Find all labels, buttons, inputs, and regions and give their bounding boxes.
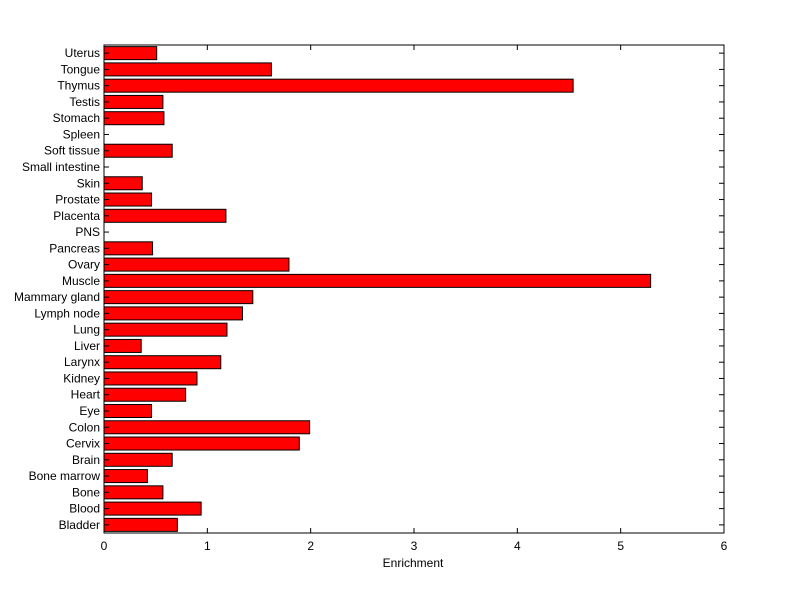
y-tick-label-eye: Eye bbox=[79, 404, 100, 418]
x-tick-label: 6 bbox=[721, 539, 728, 553]
y-tick-label-tongue: Tongue bbox=[61, 62, 101, 76]
labels-layer: Bladder Blood Bone Bone marrow Brain Cervix Co… bbox=[14, 46, 728, 553]
y-tick-label-bone-marrow: Bone marrow bbox=[29, 469, 101, 483]
x-tick-label: 5 bbox=[617, 539, 624, 553]
y-tick-label-thymus: Thymus bbox=[57, 79, 100, 93]
bar-brain bbox=[103, 452, 173, 467]
y-tick-label-prostate: Prostate bbox=[55, 193, 100, 207]
y-tick-label-testis: Testis bbox=[69, 95, 100, 109]
y-tick-label-soft-tissue: Soft tissue bbox=[44, 144, 100, 158]
bar-muscle bbox=[103, 273, 652, 288]
bar-soft-tissue bbox=[103, 143, 173, 158]
y-tick-label-uterus: Uterus bbox=[65, 46, 100, 60]
bar-skin bbox=[103, 176, 143, 191]
y-tick-label-small-intestine: Small intestine bbox=[22, 160, 100, 174]
y-tick-label-blood: Blood bbox=[69, 502, 100, 516]
bar-ovary bbox=[103, 257, 290, 272]
bar-lymph-node bbox=[103, 306, 243, 321]
bar-tongue bbox=[103, 62, 272, 77]
y-tick-label-pancreas: Pancreas bbox=[49, 241, 100, 255]
y-tick-label-lymph-node: Lymph node bbox=[34, 306, 100, 320]
bar-thymus bbox=[103, 78, 574, 93]
bar-testis bbox=[103, 94, 164, 109]
x-axis-label: Enrichment bbox=[383, 556, 444, 570]
bar-blood bbox=[103, 501, 202, 516]
bar-pancreas bbox=[103, 241, 154, 256]
y-tick-label-spleen: Spleen bbox=[63, 127, 100, 141]
bar-stomach bbox=[103, 111, 165, 126]
bar-heart bbox=[103, 387, 187, 402]
x-tick-label: 2 bbox=[307, 539, 314, 553]
bar-larynx bbox=[103, 355, 222, 370]
plot-area-frame bbox=[103, 44, 725, 534]
bar-placenta bbox=[103, 208, 227, 223]
y-tick-label-placenta: Placenta bbox=[53, 209, 100, 223]
bar-cervix bbox=[103, 436, 300, 451]
x-tick-label: 0 bbox=[101, 539, 108, 553]
y-tick-label-larynx: Larynx bbox=[64, 355, 100, 369]
bar-lung bbox=[103, 322, 228, 337]
bar-eye bbox=[103, 403, 153, 419]
y-tick-label-kidney: Kidney bbox=[63, 371, 100, 385]
bar-kidney bbox=[103, 371, 198, 386]
bar-colon bbox=[103, 420, 311, 435]
y-tick-label-mammary-gland: Mammary gland bbox=[14, 290, 100, 304]
y-tick-label-pns: PNS bbox=[75, 225, 100, 239]
x-tick-label: 1 bbox=[204, 539, 211, 553]
y-tick-label-skin: Skin bbox=[77, 176, 100, 190]
bar-prostate bbox=[103, 192, 153, 207]
bar-liver bbox=[103, 338, 142, 353]
bar-uterus bbox=[103, 46, 158, 61]
ticks-layer bbox=[103, 45, 725, 533]
x-tick-label: 3 bbox=[411, 539, 418, 553]
bar-bone-marrow bbox=[103, 469, 148, 484]
y-tick-label-cervix: Cervix bbox=[66, 437, 100, 451]
bar-bone bbox=[103, 485, 164, 500]
y-tick-label-brain: Brain bbox=[72, 453, 100, 467]
y-tick-label-ovary: Ovary bbox=[68, 258, 100, 272]
y-tick-label-lung: Lung bbox=[73, 323, 100, 337]
bar-mammary-gland bbox=[103, 290, 254, 305]
y-tick-label-heart: Heart bbox=[71, 388, 101, 402]
bars-layer bbox=[103, 46, 652, 532]
y-tick-label-muscle: Muscle bbox=[62, 274, 100, 288]
x-tick-label: 4 bbox=[514, 539, 521, 553]
y-tick-label-colon: Colon bbox=[69, 420, 100, 434]
y-tick-label-stomach: Stomach bbox=[53, 111, 100, 125]
y-tick-label-bladder: Bladder bbox=[59, 518, 100, 532]
y-tick-label-liver: Liver bbox=[74, 339, 100, 353]
bar-bladder bbox=[103, 517, 178, 532]
y-tick-label-bone: Bone bbox=[72, 485, 100, 499]
